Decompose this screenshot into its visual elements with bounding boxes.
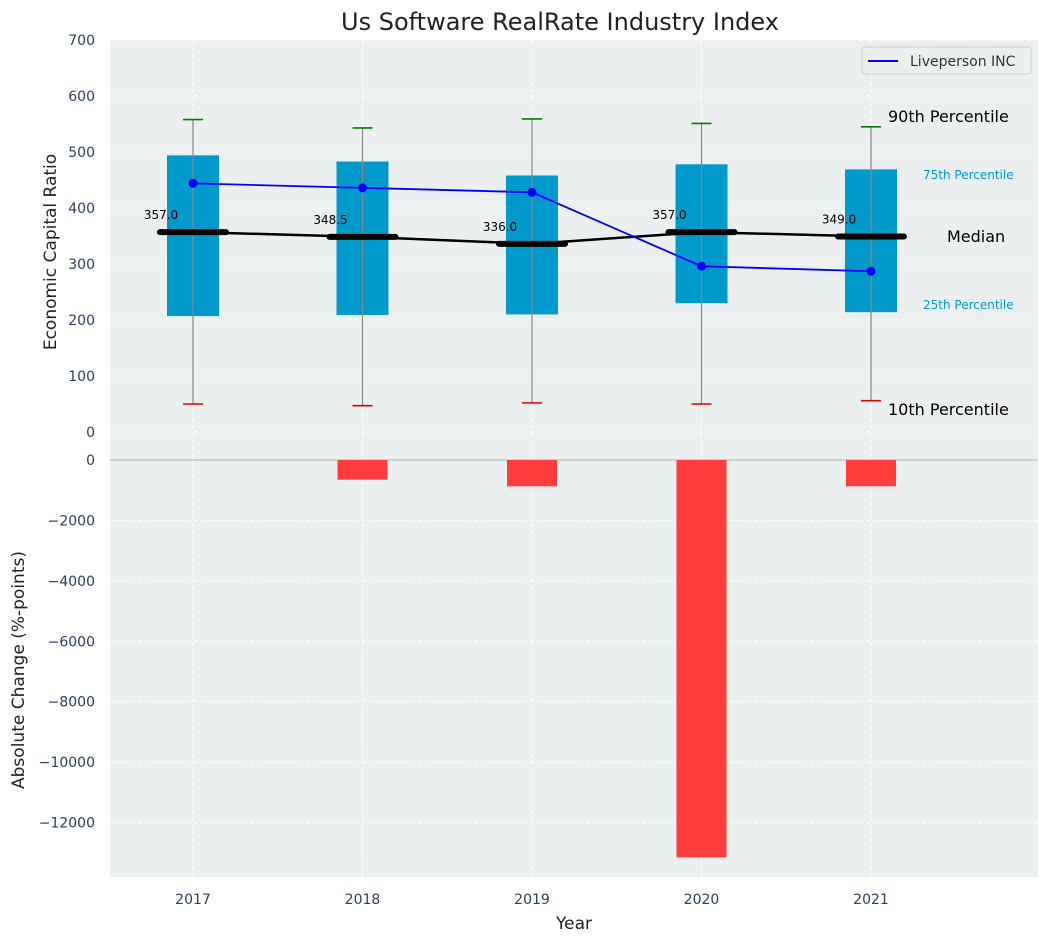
x-tick-label: 2017 (175, 892, 211, 908)
company-point (527, 187, 537, 197)
change-bar (507, 460, 557, 487)
x-ticks: 2017 2018 2019 2020 2021 (175, 892, 889, 908)
annotation-p10: 10th Percentile (888, 400, 1009, 419)
change-bar (676, 460, 727, 858)
change-bar (337, 460, 388, 480)
bottom-y-tick-label: −4000 (48, 574, 95, 590)
x-tick-label: 2021 (853, 892, 889, 908)
company-point (866, 266, 876, 276)
x-tick-label: 2019 (514, 892, 550, 908)
x-tick-label: 2018 (345, 892, 381, 908)
legend-box (861, 46, 1032, 75)
top-y-tick-label: 100 (68, 369, 95, 385)
x-tick-label: 2020 (684, 892, 720, 908)
bottom-panel-grid (110, 519, 1038, 824)
top-y-tick-label: 700 (68, 33, 95, 49)
bottom-y-tick-label: −2000 (48, 513, 95, 529)
annotation-median: Median (947, 227, 1005, 246)
legend-label: Liveperson INC (910, 54, 1016, 70)
top-y-tick-label: 600 (68, 89, 95, 105)
top-y-axis-label: Economic Capital Ratio (41, 154, 61, 350)
top-y-tick-label: 400 (68, 201, 95, 217)
median-value-label: 336.0 (483, 220, 517, 234)
company-point (188, 178, 198, 188)
top-panel-grid (110, 39, 1038, 433)
median-value-label: 349.0 (822, 213, 856, 227)
x-axis-label: Year (555, 914, 592, 934)
bottom-panel-y-ticks: 0 −2000 −4000 −6000 −8000 −10000 −12000 (39, 453, 95, 832)
top-y-tick-label: 300 (68, 257, 95, 273)
bottom-y-tick-label: −6000 (48, 634, 95, 650)
median-line-group: 357.0 348.5 336.0 357.0 349.0 (144, 208, 907, 247)
change-bar (846, 460, 896, 487)
company-point (697, 261, 706, 271)
median-value-label: 357.0 (144, 208, 178, 222)
bottom-y-axis-label: Absolute Change (%-points) (9, 551, 29, 789)
company-series (188, 178, 876, 276)
chart-title: Us Software RealRate Industry Index (341, 8, 779, 36)
legend: Liveperson INC (861, 46, 1032, 75)
bottom-y-tick-label: −12000 (39, 816, 95, 832)
bottom-y-tick-label: −10000 (39, 755, 95, 771)
top-y-tick-label: 0 (86, 425, 95, 441)
change-bars (337, 460, 896, 858)
company-point (358, 183, 367, 193)
annotation-p25: 25th Percentile (923, 298, 1014, 312)
annotation-p90: 90th Percentile (888, 107, 1009, 126)
annotation-p75: 75th Percentile (923, 168, 1014, 182)
bottom-y-tick-label: −8000 (48, 695, 95, 711)
top-y-tick-label: 200 (68, 313, 95, 329)
median-value-label: 348.5 (313, 213, 347, 227)
bottom-panel-background (110, 443, 1038, 877)
top-panel-y-ticks: 0 100 200 300 400 500 600 700 (68, 33, 95, 441)
bottom-y-tick-label: 0 (86, 453, 95, 469)
top-y-tick-label: 500 (68, 145, 95, 161)
median-value-label: 357.0 (652, 208, 686, 222)
